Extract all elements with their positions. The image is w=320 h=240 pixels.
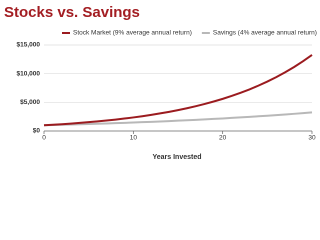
x-axis-label: Years Invested bbox=[152, 154, 201, 161]
y-tick-label: $0 bbox=[33, 128, 41, 135]
series-line bbox=[43, 111, 313, 127]
y-tick-label: $15,000 bbox=[17, 42, 41, 49]
legend-label: Stock Market (9% average annual return) bbox=[73, 30, 192, 37]
x-tick-label: 10 bbox=[130, 135, 138, 142]
y-tick-label: $5,000 bbox=[20, 99, 40, 106]
series-line bbox=[43, 54, 313, 127]
x-tick-label: 0 bbox=[42, 135, 46, 142]
chart: Stocks vs. Savings Years Invested $0 $5,0… bbox=[4, 4, 317, 161]
y-tick-label: $10,000 bbox=[17, 70, 41, 77]
x-tick-label: 20 bbox=[219, 135, 227, 142]
x-tick-label: 30 bbox=[308, 135, 316, 142]
chart-title: Stocks vs. Savings bbox=[4, 4, 140, 21]
legend-label: Savings (4% average annual return) bbox=[213, 30, 317, 37]
